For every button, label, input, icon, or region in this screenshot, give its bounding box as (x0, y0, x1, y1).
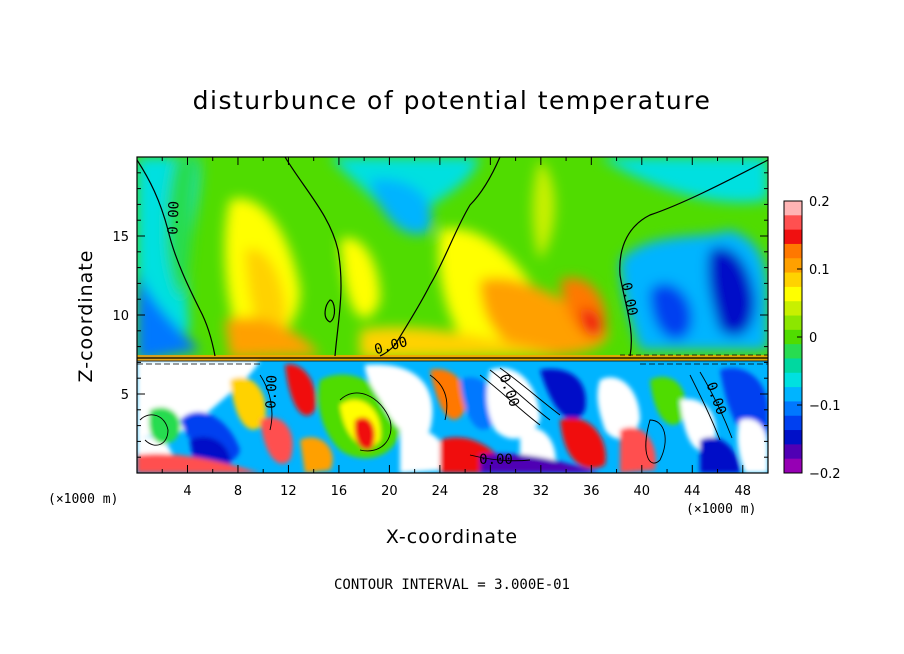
colorbar-swatch (784, 301, 802, 317)
colorbar-swatch (784, 458, 802, 474)
contour-label: 0.00 (479, 452, 513, 468)
y-tick-label: 5 (121, 388, 129, 403)
colorbar-tick-label: 0.1 (809, 263, 830, 278)
colorbar-swatch (784, 372, 802, 388)
x-tick-label: 40 (634, 484, 651, 499)
colorbar: 0.2 0.1 0 −0.1 −0.2 (783, 195, 841, 482)
colorbar-swatch (784, 272, 802, 288)
x-axis-ticks: 4 8 12 16 20 24 28 32 36 40 44 48 (161, 157, 751, 499)
y-axis-ticks: 5 10 15 (112, 172, 768, 458)
x-tick-label: 44 (684, 484, 701, 499)
colorbar-swatch (784, 315, 802, 331)
colorbar-swatch (784, 444, 802, 460)
colorbar-tick-label: −0.1 (809, 399, 841, 414)
x-tick-label: 8 (234, 484, 242, 499)
x-tick-label: 28 (482, 484, 499, 499)
y-axis-unit: (×1000 m) (48, 492, 119, 507)
y-tick-label: 10 (112, 309, 129, 324)
colorbar-swatch (784, 201, 802, 216)
x-tick-label: 16 (331, 484, 348, 499)
colorbar-swatch (784, 344, 802, 359)
colorbar-swatch (784, 258, 802, 274)
x-tick-label: 20 (381, 484, 398, 499)
x-tick-label: 24 (432, 484, 449, 499)
colorbar-swatch (784, 430, 802, 445)
colorbar-swatch (784, 286, 802, 302)
colorbar-tick-label: 0 (809, 331, 817, 346)
colorbar-swatch (784, 401, 802, 417)
x-tick-label: 32 (533, 484, 550, 499)
x-axis-label: X-coordinate (385, 526, 519, 548)
contour-interval-note: CONTOUR INTERVAL = 3.000E-01 (333, 577, 570, 593)
x-tick-label: 48 (734, 484, 751, 499)
chart-title: disturbunce of potential temperature (192, 86, 712, 115)
x-axis-unit: (×1000 m) (686, 502, 757, 517)
contour-label: 0.00 (618, 281, 641, 317)
x-tick-label: 36 (583, 484, 600, 499)
y-axis-label: Z-coordinate (75, 249, 97, 383)
colorbar-swatch (784, 215, 802, 231)
zero-contours (137, 157, 768, 357)
contour-label: 0.00 (165, 201, 182, 235)
colorbar-tick-label: −0.2 (809, 467, 841, 482)
colorbar-swatch (784, 415, 802, 431)
y-tick-label: 15 (112, 230, 129, 245)
colorbar-swatch (784, 358, 802, 374)
heatmap-field (137, 157, 768, 473)
colorbar-swatch (784, 329, 802, 345)
colorbar-tick-label: 0.2 (809, 195, 830, 210)
x-tick-label: 12 (280, 484, 297, 499)
colorbar-swatch (784, 243, 802, 259)
contour-label: 0.00 (263, 375, 280, 409)
colorbar-swatch (784, 387, 802, 402)
x-tick-label: 4 (183, 484, 191, 499)
colorbar-swatch (784, 229, 802, 245)
